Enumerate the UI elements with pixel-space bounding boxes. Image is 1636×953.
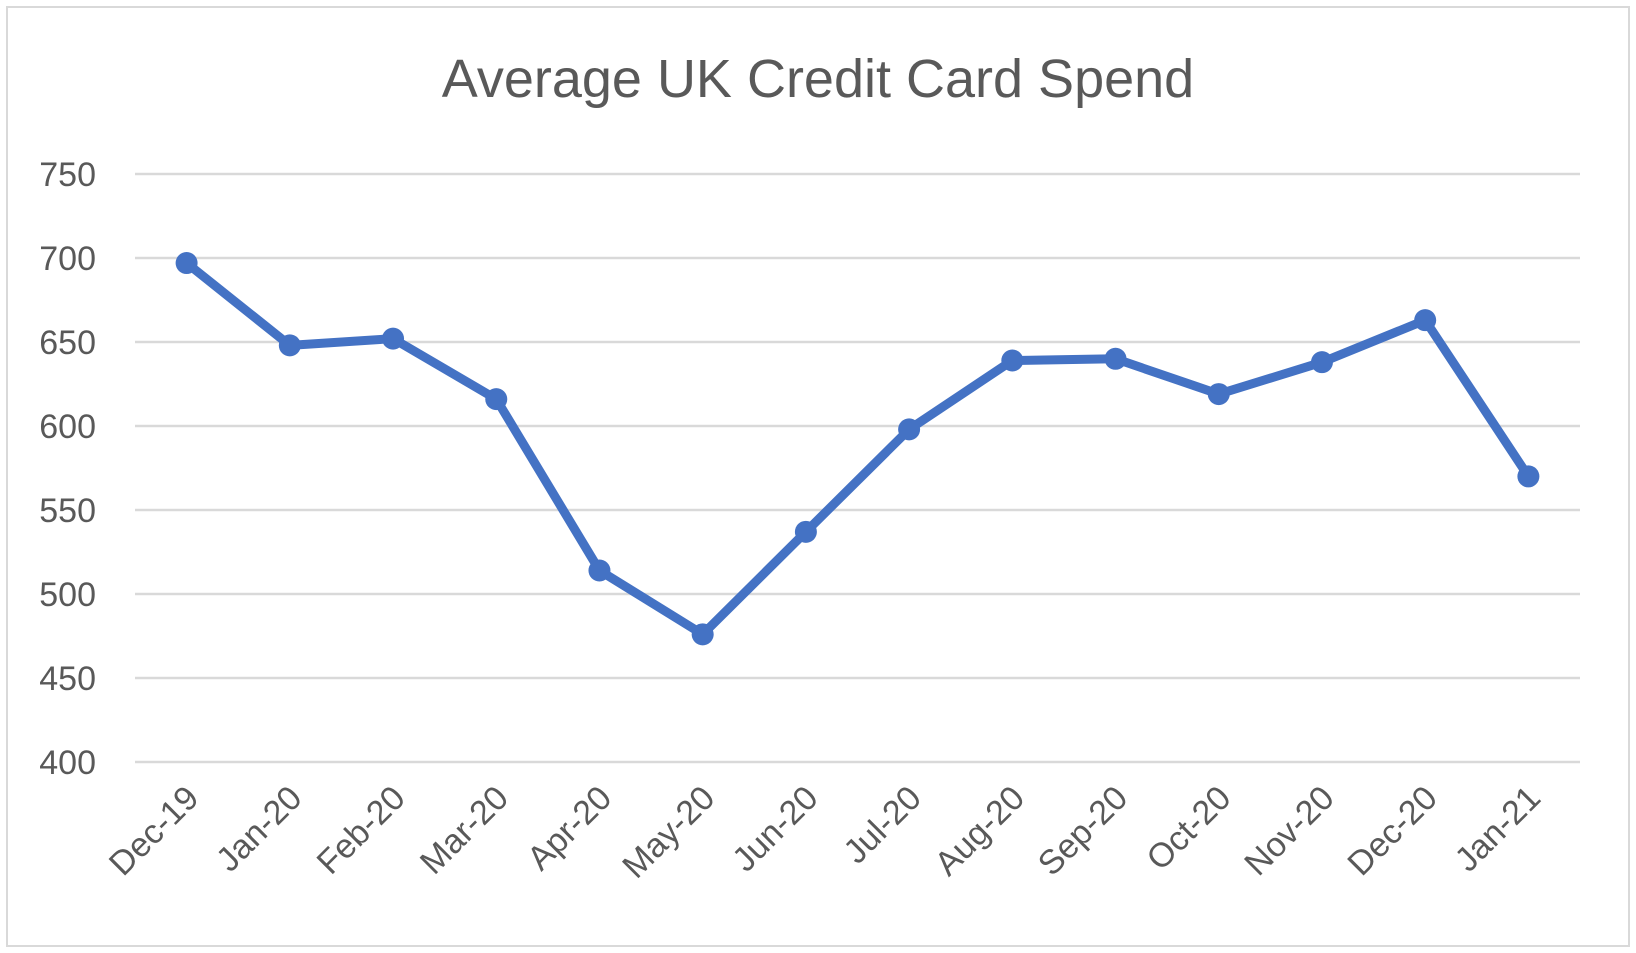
data-point [898, 418, 921, 441]
series-layer [182, 258, 1533, 639]
data-point [691, 623, 714, 646]
chart-frame [6, 6, 1630, 947]
data-point [794, 520, 817, 543]
x-tick-label: Mar-20 [413, 779, 516, 882]
y-tick-label: 450 [39, 660, 96, 698]
x-tick-label: Feb-20 [310, 779, 413, 882]
x-tick-label: May-20 [615, 779, 722, 886]
gridlines [135, 172, 1580, 764]
data-points [175, 252, 1540, 646]
y-axis-tick-labels: 400 450 500 550 600 650 700 750 [39, 156, 96, 782]
y-tick-label: 500 [39, 576, 96, 614]
y-tick-label: 600 [39, 408, 96, 446]
data-point [588, 559, 611, 582]
y-tick-label: 400 [39, 744, 96, 782]
data-point [1001, 349, 1024, 372]
x-tick-label: Jan-20 [209, 779, 309, 879]
x-tick-label: Dec-19 [102, 779, 206, 883]
x-tick-label: Dec-20 [1340, 779, 1444, 883]
x-tick-label: Jan-21 [1448, 779, 1548, 879]
x-tick-label: Apr-20 [520, 779, 619, 878]
data-point [1517, 465, 1540, 488]
x-tick-label: Jul-20 [836, 779, 928, 871]
data-point [1104, 347, 1127, 370]
x-tick-label: Jun-20 [725, 779, 825, 879]
y-tick-label: 550 [39, 492, 96, 530]
y-tick-label: 750 [39, 156, 96, 194]
y-tick-label: 700 [39, 240, 96, 278]
data-point [278, 334, 301, 357]
data-point [1207, 383, 1230, 406]
data-point [485, 388, 508, 411]
series-line [182, 258, 1533, 639]
chart-title: Average UK Credit Card Spend [442, 49, 1194, 109]
x-tick-label: Oct-20 [1139, 779, 1238, 878]
x-tick-label: Aug-20 [928, 779, 1032, 883]
y-tick-label: 650 [39, 324, 96, 362]
x-tick-label: Nov-20 [1237, 779, 1341, 883]
data-point [382, 327, 405, 350]
data-point [1414, 309, 1437, 332]
data-point [1310, 351, 1333, 374]
data-point [175, 252, 198, 275]
x-tick-label: Sep-20 [1031, 779, 1135, 883]
